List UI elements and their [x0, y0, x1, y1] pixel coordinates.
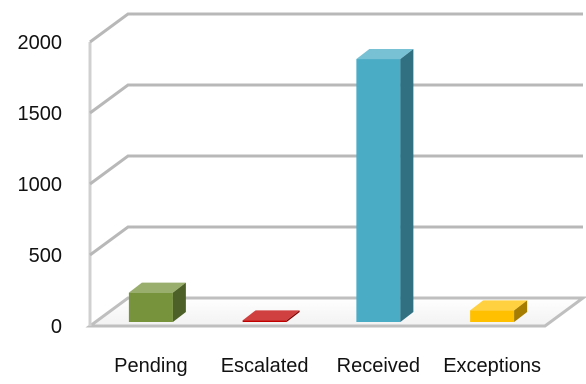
bar-front-face — [470, 310, 515, 322]
x-tick-label: Received — [337, 355, 420, 377]
x-axis-labels: Pending Escalated Received Exceptions — [114, 355, 541, 377]
bar-top-face — [356, 49, 414, 60]
bar-side-face — [400, 49, 414, 322]
gridline — [89, 83, 583, 115]
bars — [128, 49, 528, 322]
bar-front-face — [356, 59, 401, 322]
chart-floor — [85, 296, 586, 328]
y-tick-label: 2000 — [18, 32, 63, 54]
bar-side-face — [514, 300, 528, 322]
bar-front-face — [128, 292, 173, 322]
bar-top-face — [128, 282, 186, 293]
x-tick-label: Pending — [114, 355, 187, 377]
y-tick-label: 1500 — [18, 103, 63, 125]
bar-escalated — [242, 310, 300, 322]
bar-side-face — [172, 282, 186, 322]
x-tick-label: Escalated — [221, 355, 309, 377]
y-tick-label: 0 — [51, 316, 62, 338]
bar-front-face — [242, 320, 287, 322]
gridlines — [89, 12, 583, 257]
y-tick-label: 1000 — [18, 174, 63, 196]
bar-top-face — [242, 310, 300, 321]
bar-exceptions — [470, 300, 528, 322]
bar-received — [356, 49, 414, 322]
bar-top-face — [470, 300, 528, 311]
gridline — [89, 225, 583, 257]
x-tick-label: Exceptions — [443, 355, 541, 377]
y-axis-labels: 0 500 1000 1500 2000 — [18, 32, 63, 338]
bar-side-face — [286, 310, 300, 322]
gridline — [89, 12, 583, 44]
gridline — [89, 154, 583, 186]
y-tick-label: 500 — [29, 245, 62, 267]
bar-pending — [128, 282, 186, 322]
